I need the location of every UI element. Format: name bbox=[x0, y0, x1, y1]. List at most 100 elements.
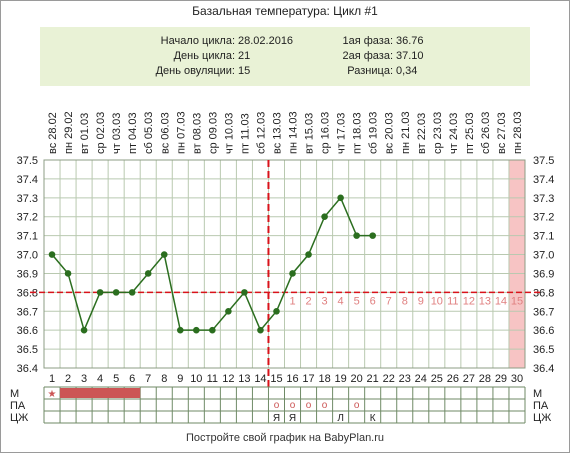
day-number: 22 bbox=[383, 373, 395, 385]
y-tick-label-left: 37.4 bbox=[17, 174, 38, 186]
day-number: 6 bbox=[129, 373, 135, 385]
y-tick-label-left: 37.2 bbox=[17, 212, 38, 224]
temperature-point bbox=[160, 251, 168, 258]
day-number: 29 bbox=[495, 373, 507, 385]
phase1-label: 1ая фаза: bbox=[342, 35, 393, 47]
phase-day-number: 5 bbox=[354, 295, 360, 307]
phase-day-number: 1 bbox=[289, 295, 295, 307]
temperature-point bbox=[176, 326, 184, 334]
temperature-point bbox=[321, 213, 328, 221]
date-label: вс 28.02 bbox=[47, 112, 59, 154]
pa-mark: о bbox=[354, 400, 360, 411]
y-tick-label-left: 36.5 bbox=[17, 344, 38, 356]
date-label: ср 16.03 bbox=[320, 112, 332, 154]
y-tick-label-right: 37.3 bbox=[533, 193, 554, 205]
cycle-day-label: День цикла: bbox=[173, 50, 235, 62]
day-number: 5 bbox=[113, 373, 119, 385]
date-label: вс 06.03 bbox=[159, 112, 171, 154]
y-tick-label-left: 37.1 bbox=[17, 231, 38, 243]
temperature-point bbox=[337, 194, 344, 202]
date-label: сб 05.03 bbox=[143, 112, 155, 154]
day-number: 19 bbox=[334, 373, 346, 385]
day-number: 28 bbox=[479, 373, 491, 385]
day-number: 24 bbox=[415, 373, 427, 385]
phase-day-number: 6 bbox=[370, 295, 376, 307]
phase-day-number: 13 bbox=[479, 295, 491, 307]
cz-mark: Я bbox=[289, 413, 296, 424]
cycle-start-value: 28.02.2016 bbox=[238, 35, 294, 47]
date-label: чт 03.03 bbox=[111, 113, 123, 154]
date-label: ср 02.03 bbox=[95, 112, 107, 154]
pa-mark: о bbox=[274, 400, 280, 411]
row-label-right: ЦЖ bbox=[533, 412, 551, 424]
day-number: 8 bbox=[161, 373, 167, 385]
highlight-day-column bbox=[508, 160, 525, 368]
phase-day-number: 15 bbox=[511, 295, 523, 307]
date-label: чт 17.03 bbox=[336, 113, 348, 154]
day-number: 27 bbox=[463, 373, 475, 385]
temperature-point bbox=[273, 307, 280, 315]
date-label: вс 13.03 bbox=[271, 112, 283, 154]
day-number: 3 bbox=[81, 373, 87, 385]
y-tick-label-right: 36.5 bbox=[533, 344, 554, 356]
date-label: пт 18.03 bbox=[352, 112, 364, 154]
phase-day-number: 8 bbox=[402, 295, 408, 307]
y-tick-label-left: 36.4 bbox=[17, 363, 38, 375]
date-label: вт 01.03 bbox=[79, 113, 91, 154]
plot-border bbox=[43, 159, 526, 369]
row-label-left: М bbox=[10, 388, 19, 400]
footer-link-text[interactable]: Постройте свой график на BabyPlan.ru bbox=[185, 432, 385, 444]
day-number: 25 bbox=[431, 373, 443, 385]
y-tick-label-left: 36.7 bbox=[17, 306, 38, 318]
date-label: вт 15.03 bbox=[304, 113, 316, 154]
date-label: вс 27.03 bbox=[496, 112, 508, 154]
menstruation-bar bbox=[60, 388, 141, 398]
y-tick-label-right: 36.7 bbox=[533, 306, 554, 318]
phase-day-number: 11 bbox=[447, 295, 458, 307]
day-number: 21 bbox=[367, 373, 379, 385]
y-tick-label-right: 37.2 bbox=[533, 212, 554, 224]
phase2-value: 37.10 bbox=[396, 50, 424, 62]
chart-title: Базальная температура: Цикл #1 bbox=[192, 4, 378, 18]
phase1-value: 36.76 bbox=[396, 35, 424, 47]
temperature-point bbox=[193, 326, 200, 334]
temperature-point bbox=[128, 289, 136, 296]
date-label: чт 10.03 bbox=[223, 113, 235, 154]
temperature-point bbox=[305, 251, 312, 258]
y-tick-label-left: 37.5 bbox=[17, 155, 38, 167]
row-label-right: ПА bbox=[533, 400, 549, 412]
ovulation-day-value: 15 bbox=[238, 65, 251, 77]
cycle-day-value: 21 bbox=[238, 50, 251, 62]
star-marker: ★ bbox=[48, 389, 57, 400]
y-tick-label-right: 37.4 bbox=[533, 174, 554, 186]
date-label: пн 21.03 bbox=[400, 111, 412, 154]
day-number: 4 bbox=[97, 373, 103, 385]
day-number: 12 bbox=[222, 373, 234, 385]
temperature-point bbox=[225, 307, 232, 315]
y-tick-label-right: 36.9 bbox=[533, 268, 554, 280]
cycle-info-panel: Начало цикла: 28.02.2016 День цикла: 21 … bbox=[40, 27, 530, 86]
temperature-point bbox=[209, 326, 216, 334]
y-tick-label-left: 36.8 bbox=[17, 287, 38, 299]
date-label: сб 26.03 bbox=[480, 112, 492, 154]
y-tick-label-right: 36.4 bbox=[533, 363, 554, 375]
date-label: пт 04.03 bbox=[127, 112, 139, 154]
day-number: 23 bbox=[399, 373, 411, 385]
date-label: вс 20.03 bbox=[384, 112, 396, 154]
difference-label: Разница: bbox=[347, 65, 393, 77]
temperature-point bbox=[241, 289, 248, 296]
difference-value: 0,34 bbox=[396, 65, 418, 77]
phase-day-number: 4 bbox=[338, 295, 344, 307]
ovulation-day-label: День овуляции: bbox=[155, 65, 235, 77]
cz-mark: Л bbox=[337, 413, 344, 424]
phase-day-number: 2 bbox=[305, 295, 311, 307]
y-tick-label-left: 36.9 bbox=[17, 268, 38, 280]
temperature-point bbox=[96, 289, 104, 296]
cz-mark: Я bbox=[273, 413, 280, 424]
day-number: 1 bbox=[49, 373, 55, 385]
date-label: пн 14.03 bbox=[288, 111, 300, 154]
temperature-point bbox=[144, 270, 152, 277]
temperature-point bbox=[257, 326, 264, 334]
row-label-left: ПА bbox=[10, 400, 26, 412]
